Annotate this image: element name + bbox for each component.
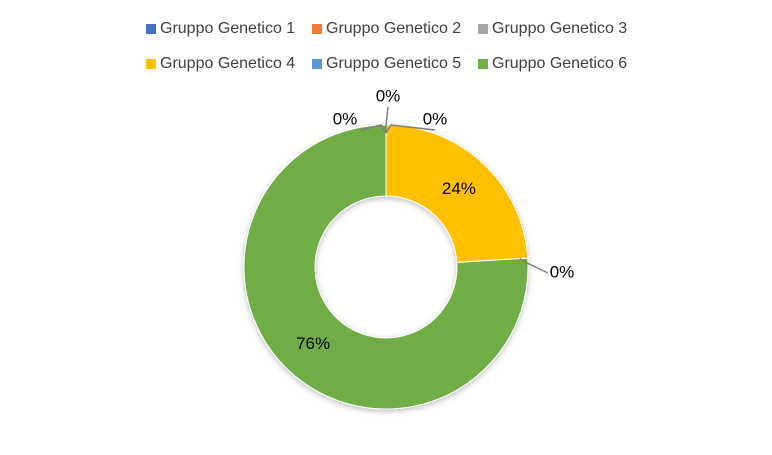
- legend-swatch: [478, 24, 488, 34]
- data-label: 76%: [296, 334, 330, 353]
- doughnut-slice: [385, 124, 529, 264]
- data-label: 0%: [550, 262, 575, 281]
- legend-swatch: [478, 59, 488, 69]
- legend-label: Gruppo Genetico 6: [492, 55, 627, 72]
- legend-label: Gruppo Genetico 3: [492, 20, 627, 37]
- data-label: 0%: [376, 86, 401, 105]
- data-label: 0%: [423, 109, 448, 128]
- legend-label: Gruppo Genetico 2: [326, 20, 461, 37]
- doughnut: [243, 124, 529, 410]
- legend-swatch: [146, 24, 156, 34]
- legend-label: Gruppo Genetico 1: [160, 20, 295, 37]
- legend-label: Gruppo Genetico 5: [326, 55, 461, 72]
- data-label: 24%: [442, 179, 476, 198]
- leader-line: [519, 257, 549, 274]
- leader-line: [385, 124, 436, 134]
- legend-swatch: [312, 24, 322, 34]
- legend-label: Gruppo Genetico 4: [160, 55, 295, 72]
- data-label: 0%: [333, 109, 358, 128]
- doughnut-slice: [243, 124, 529, 410]
- legend-swatch: [146, 59, 156, 69]
- leader-line: [385, 106, 389, 133]
- leader-line: [360, 124, 387, 134]
- legend-swatch: [312, 59, 322, 69]
